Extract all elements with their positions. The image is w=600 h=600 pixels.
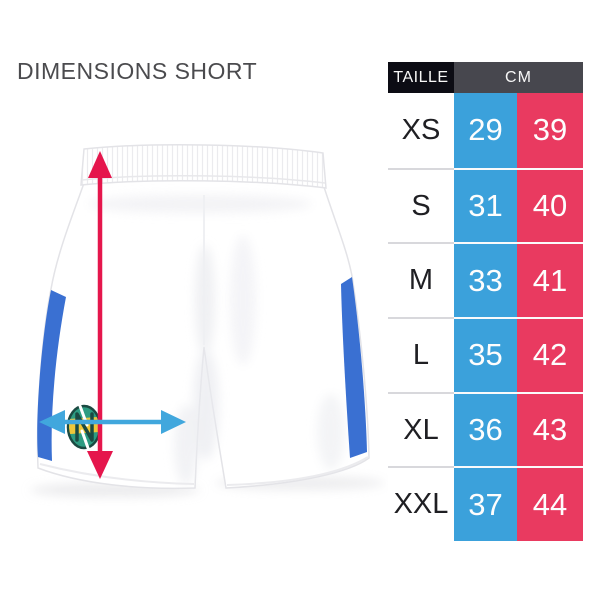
right-side-panel-stripe xyxy=(341,277,367,458)
size-value-pink: 39 xyxy=(517,93,583,168)
size-value-blue: 35 xyxy=(454,317,517,392)
table-row: S 31 40 xyxy=(388,167,583,243)
size-table-header: TAILLE CM xyxy=(388,62,583,93)
left-hem-seam xyxy=(39,463,195,485)
size-label: XL xyxy=(388,391,454,467)
fabric-shading xyxy=(88,195,345,485)
table-row: XL 36 43 xyxy=(388,391,583,467)
size-label: S xyxy=(388,167,454,243)
size-value-pink: 43 xyxy=(517,391,583,467)
size-value-blue: 36 xyxy=(454,391,517,467)
size-value-pink: 42 xyxy=(517,317,583,392)
size-label: M xyxy=(388,242,454,318)
table-row: XXL 37 44 xyxy=(388,466,583,542)
size-label: XXL xyxy=(388,466,454,542)
table-row: XS 29 39 xyxy=(388,93,583,168)
size-value-pink: 40 xyxy=(517,167,583,243)
right-hem-seam xyxy=(226,456,369,486)
size-value-blue: 37 xyxy=(454,466,517,542)
size-value-blue: 31 xyxy=(454,167,517,243)
size-label: L xyxy=(388,317,454,392)
size-value-blue: 29 xyxy=(454,93,517,168)
size-value-pink: 44 xyxy=(517,466,583,542)
table-row: M 33 41 xyxy=(388,242,583,318)
size-column-header: TAILLE xyxy=(388,62,454,93)
left-side-panel-stripe xyxy=(37,290,66,461)
width-measure-arrow xyxy=(39,410,186,434)
size-value-pink: 41 xyxy=(517,242,583,318)
size-value-blue: 33 xyxy=(454,242,517,318)
waistband xyxy=(80,144,327,189)
table-row: L 35 42 xyxy=(388,317,583,392)
cm-column-header: CM xyxy=(454,62,583,93)
size-table-body: XS 29 39 S 31 40 M 33 41 L 35 42 XL 36 4… xyxy=(388,93,583,542)
size-table: TAILLE CM XS 29 39 S 31 40 M 33 41 L 35 … xyxy=(388,62,583,542)
size-label: XS xyxy=(388,93,454,168)
page-title: DIMENSIONS SHORT xyxy=(17,58,258,84)
height-measure-arrow xyxy=(87,151,113,479)
